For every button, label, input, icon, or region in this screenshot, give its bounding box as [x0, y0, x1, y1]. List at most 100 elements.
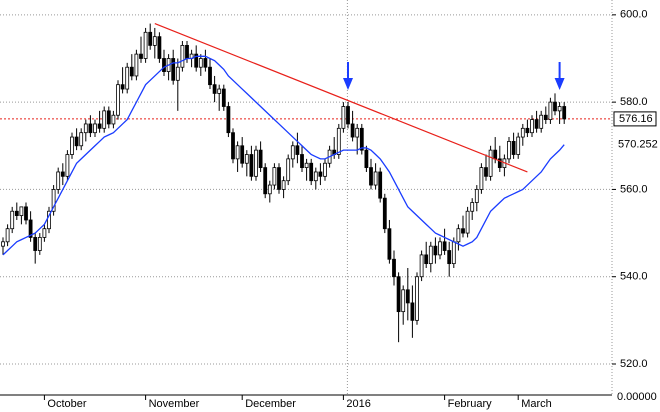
candle-body	[479, 167, 484, 190]
bottom-label: 0.00000	[617, 391, 657, 403]
candle-body	[304, 162, 309, 169]
candle-body	[493, 149, 498, 160]
candle-body	[33, 237, 38, 251]
candle-body	[415, 276, 419, 321]
candle-body	[116, 84, 120, 116]
candle-body	[258, 149, 263, 169]
candle-body	[152, 36, 157, 46]
candle-body	[180, 44, 185, 68]
candle-body	[474, 189, 479, 203]
candle-body	[465, 210, 470, 234]
y-tick-label: 520.0	[620, 358, 648, 370]
candle-body	[461, 228, 465, 234]
candle-body	[557, 106, 562, 112]
candle-body	[263, 167, 268, 195]
y-tick-label: 540.0	[620, 271, 648, 283]
candle-body	[129, 66, 134, 77]
candle-body	[254, 149, 258, 177]
candle-body	[194, 53, 199, 68]
candle-body	[281, 180, 286, 190]
candle-body	[221, 88, 226, 107]
candle-body	[488, 149, 493, 177]
candle-body	[539, 114, 544, 129]
x-tick-label: October	[47, 398, 86, 410]
candle-body	[300, 154, 304, 169]
candle-body	[51, 189, 56, 212]
candle-body	[534, 119, 539, 129]
y-tick-label: 580.0	[620, 96, 648, 108]
candle-body	[60, 171, 65, 177]
candle-body	[74, 136, 79, 147]
candle-body	[143, 31, 148, 59]
candle-body	[24, 206, 28, 221]
candle-body	[359, 127, 364, 151]
candle-body	[364, 149, 369, 169]
y-tick-label: 600.0	[620, 9, 648, 21]
candle-body	[382, 197, 387, 230]
candle-body	[525, 127, 530, 134]
candle-body	[373, 171, 378, 186]
candle-body	[19, 206, 24, 217]
candle-body	[543, 114, 548, 120]
candle-body	[378, 171, 383, 199]
candle-body	[323, 162, 327, 177]
candle-body	[235, 145, 240, 160]
candle-body	[272, 167, 277, 186]
candle-body	[231, 132, 235, 160]
candle-body	[5, 228, 10, 243]
candle-body	[548, 101, 553, 120]
candle-body	[419, 254, 424, 278]
candle-body	[10, 210, 15, 230]
candle-body	[497, 158, 502, 169]
candle-body	[14, 210, 19, 217]
candle-body	[217, 88, 222, 94]
candle-body	[507, 141, 511, 160]
candle-body	[336, 127, 341, 155]
candle-body	[93, 123, 97, 134]
candle-body	[295, 145, 300, 155]
candle-body	[553, 101, 557, 112]
x-tick-label: 2016	[346, 398, 370, 410]
x-tick-label: December	[245, 398, 296, 410]
candle-body	[392, 258, 396, 278]
candle-body	[410, 302, 415, 321]
candle-body	[484, 167, 488, 177]
x-tick-label: February	[448, 398, 493, 410]
candle-body	[148, 31, 153, 46]
candle-body	[286, 158, 291, 182]
x-tick-label: March	[521, 398, 552, 410]
y-tick-label: 560.0	[620, 183, 648, 195]
candle-body	[346, 106, 350, 125]
candle-body	[203, 58, 208, 68]
candle-body	[277, 167, 281, 190]
candle-body	[70, 136, 74, 155]
candle-body	[433, 245, 438, 256]
candle-body	[56, 171, 61, 190]
candle-body	[212, 84, 217, 94]
candle-body	[162, 58, 166, 72]
candle-body	[139, 53, 143, 59]
candle-body	[369, 167, 373, 186]
candle-body	[1, 241, 5, 247]
candle-body	[318, 171, 323, 177]
candle-body	[267, 184, 272, 195]
candle-body	[240, 145, 245, 164]
candle-body	[387, 228, 392, 260]
candle-body	[198, 58, 203, 68]
candle-body	[511, 141, 516, 155]
trend-line	[154, 23, 528, 173]
candle-body	[226, 106, 231, 134]
candle-body	[185, 44, 189, 59]
candle-body	[208, 66, 212, 86]
candle-body	[451, 241, 456, 265]
candle-body	[341, 106, 346, 129]
candle-body	[428, 245, 433, 265]
arrow-head	[554, 78, 565, 90]
candle-body	[106, 110, 111, 125]
candle-body	[442, 241, 447, 251]
candle-body	[125, 66, 130, 90]
candle-body	[47, 210, 51, 230]
ma-label: 570.252	[618, 139, 658, 151]
candle-body	[175, 66, 180, 81]
